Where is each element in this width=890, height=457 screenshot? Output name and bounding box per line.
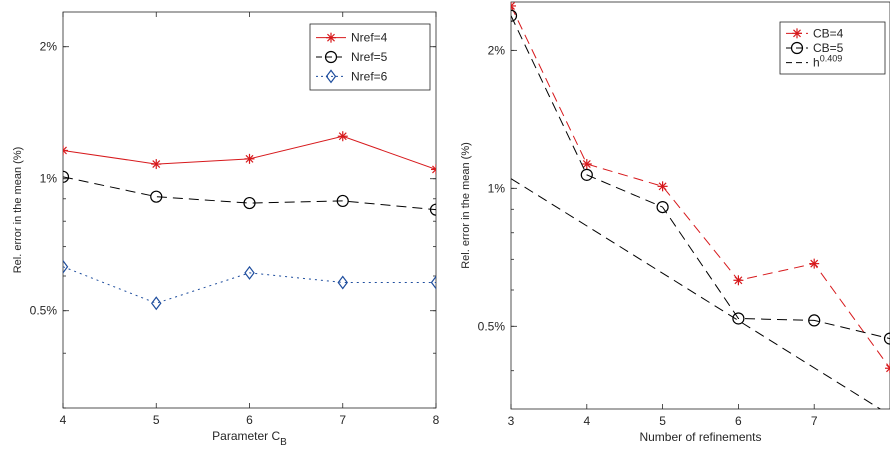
legend-label-superscript: 0.409 <box>820 54 843 64</box>
x-axis-label: Parameter CB <box>212 429 287 448</box>
data-point <box>733 275 743 285</box>
series-group <box>58 131 442 309</box>
legend-label: Nref=5 <box>351 50 388 64</box>
data-point <box>58 145 68 155</box>
x-tick-label: 4 <box>583 414 590 428</box>
legend-label: CB=4 <box>813 26 844 40</box>
y-tick-label: 1% <box>488 181 506 195</box>
legend-label: Nref=4 <box>351 31 388 45</box>
y-tick-label: 0.5% <box>30 304 58 318</box>
series-line-2 <box>63 267 436 304</box>
x-tick-label: 8 <box>433 413 440 427</box>
legend: CB=4CB=5h0.409 <box>780 22 885 74</box>
data-point <box>245 154 255 164</box>
y-tick-label: 2% <box>40 40 58 54</box>
x-axis-label: Number of refinements <box>639 430 761 444</box>
y-tick-label: 2% <box>488 43 506 57</box>
data-point <box>658 181 668 191</box>
data-point <box>809 259 819 269</box>
legend: Nref=4 Nref=5 Nref=6 <box>310 24 430 90</box>
data-point <box>152 297 161 309</box>
data-point <box>506 1 516 11</box>
x-tick-label: 5 <box>153 413 160 427</box>
y-axis-label: Rel. error in the mean (%) <box>12 147 24 274</box>
data-point <box>431 164 441 174</box>
x-tick-label: 3 <box>508 414 515 428</box>
data-point <box>338 131 348 141</box>
chart-left: 0.5% 1% 2% 4 5 6 7 8 Parameter CB Rel. error in t… <box>12 12 442 448</box>
legend-label: Nref=6 <box>351 69 388 83</box>
chart-right: 0.5% 1% 2% 3 4 5 6 7 Number of refinements Rel. e… <box>460 1 890 444</box>
x-tick-label: 7 <box>811 414 818 428</box>
x-tick-label: 4 <box>60 413 67 427</box>
x-tick-label: 6 <box>735 414 742 428</box>
x-tick-label: 5 <box>659 414 666 428</box>
series-line-0 <box>63 136 436 169</box>
x-tick-label: 7 <box>339 413 346 427</box>
y-tick-label: 1% <box>40 172 58 186</box>
x-tick-label: 6 <box>246 413 253 427</box>
series-line-2 <box>511 179 890 416</box>
legend-marker <box>326 33 336 43</box>
y-axis-label: Rel. error in the mean (%) <box>460 142 472 269</box>
data-point <box>151 159 161 169</box>
series-line-1 <box>63 177 436 210</box>
x-axis-label-subscript: B <box>280 437 287 448</box>
y-tick-label: 0.5% <box>478 319 506 333</box>
legend-marker <box>792 28 802 38</box>
